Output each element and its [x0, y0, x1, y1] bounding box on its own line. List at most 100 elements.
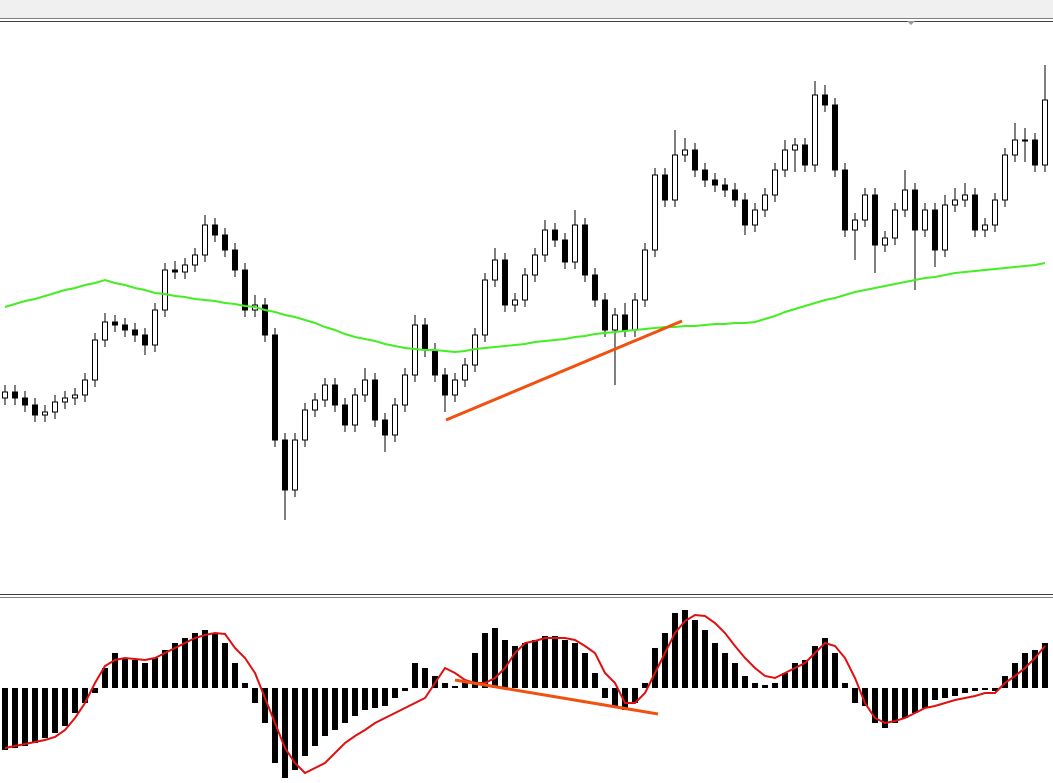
- candle-body: [992, 199, 998, 226]
- histogram-bar: [902, 688, 908, 718]
- candle-body: [602, 299, 608, 331]
- histogram-bar: [602, 688, 608, 698]
- candle-body: [222, 234, 228, 251]
- candle-body: [102, 321, 108, 341]
- histogram-bar: [372, 688, 378, 708]
- histogram-bar: [652, 648, 658, 688]
- histogram-bar: [532, 640, 538, 688]
- candle-body: [982, 224, 988, 231]
- histogram-bar: [222, 643, 228, 688]
- histogram-bar: [402, 688, 408, 691]
- candle-body: [812, 94, 818, 166]
- candle-body: [552, 229, 558, 241]
- histogram-bar: [162, 650, 168, 688]
- candle-body: [942, 204, 948, 251]
- candle-body: [202, 224, 208, 256]
- histogram-bar: [62, 688, 68, 726]
- candle-body: [192, 254, 198, 266]
- histogram-bar: [722, 653, 728, 688]
- signal-line: [4, 613, 1046, 775]
- candle-body: [342, 404, 348, 426]
- candle-body: [612, 314, 618, 331]
- histogram-bar: [862, 688, 868, 706]
- histogram-bar: [682, 610, 688, 688]
- histogram-bar: [482, 633, 488, 688]
- histogram-bar: [52, 688, 58, 733]
- histogram-bar: [802, 660, 808, 688]
- candle-body: [782, 149, 788, 171]
- histogram-bar: [142, 663, 148, 688]
- candle-body: [832, 104, 838, 171]
- candle-body: [842, 169, 848, 231]
- histogram-bar: [882, 688, 888, 728]
- candle-body: [392, 404, 398, 436]
- candle-body: [882, 237, 888, 246]
- histogram-bar: [872, 688, 878, 723]
- histogram-bar: [242, 683, 248, 688]
- histogram-bar: [302, 688, 308, 756]
- candle-body: [492, 259, 498, 281]
- histogram-bar: [462, 680, 468, 688]
- toolbar: [0, 0, 1053, 18]
- histogram-bar: [982, 688, 988, 690]
- candle-body: [562, 239, 568, 263]
- candle-body: [52, 401, 58, 413]
- candle-body: [972, 194, 978, 231]
- candle-body: [182, 264, 188, 273]
- histogram-bar: [612, 688, 618, 706]
- candle-body: [1002, 154, 1008, 201]
- histogram-bar: [112, 653, 118, 688]
- histogram-bar: [312, 688, 318, 746]
- price-panel: [2, 65, 1048, 520]
- candle-body: [422, 324, 428, 351]
- histogram-bar: [712, 643, 718, 688]
- histogram-bar: [622, 688, 628, 710]
- candle-body: [402, 374, 408, 406]
- histogram-bar: [522, 643, 528, 688]
- histogram-bar: [342, 688, 348, 723]
- candle-body: [172, 269, 178, 273]
- histogram-bar: [772, 683, 778, 688]
- macd-panel: [2, 610, 1048, 778]
- candle-body: [462, 364, 468, 381]
- candle-body: [762, 194, 768, 211]
- histogram-bar: [452, 686, 458, 688]
- candle-body: [1042, 99, 1048, 166]
- candle-body: [2, 391, 8, 399]
- candle-body: [332, 384, 338, 406]
- histogram-bar: [382, 688, 388, 706]
- histogram-bar: [972, 688, 978, 691]
- candle-body: [162, 269, 168, 311]
- candle-body: [572, 224, 578, 263]
- histogram-bar: [642, 683, 648, 688]
- histogram-bar: [1022, 653, 1028, 688]
- candle-body: [512, 299, 518, 306]
- histogram-bar: [942, 688, 948, 698]
- candle-body: [792, 144, 798, 151]
- histogram-bar: [252, 688, 258, 703]
- candle-body: [822, 94, 828, 106]
- histogram-bar: [702, 630, 708, 688]
- candle-body: [382, 419, 388, 436]
- histogram-bar: [172, 643, 178, 688]
- candle-body: [262, 304, 268, 336]
- histogram-bar: [292, 688, 298, 770]
- histogram-bar: [752, 683, 758, 688]
- candle-body: [442, 374, 448, 396]
- candle-body: [772, 169, 778, 196]
- candle-body: [142, 334, 148, 346]
- histogram-bar: [92, 688, 98, 693]
- candle-body: [12, 391, 18, 399]
- candle-body: [922, 209, 928, 231]
- histogram-bar: [132, 660, 138, 688]
- histogram-bar: [212, 633, 218, 688]
- histogram-bar: [72, 688, 78, 713]
- candle-body: [452, 379, 458, 396]
- candle-body: [952, 199, 958, 206]
- candle-body: [642, 249, 648, 301]
- candle-body: [802, 144, 808, 166]
- histogram-bar: [822, 638, 828, 688]
- histogram-bar: [352, 688, 358, 716]
- histogram-bar: [962, 688, 968, 693]
